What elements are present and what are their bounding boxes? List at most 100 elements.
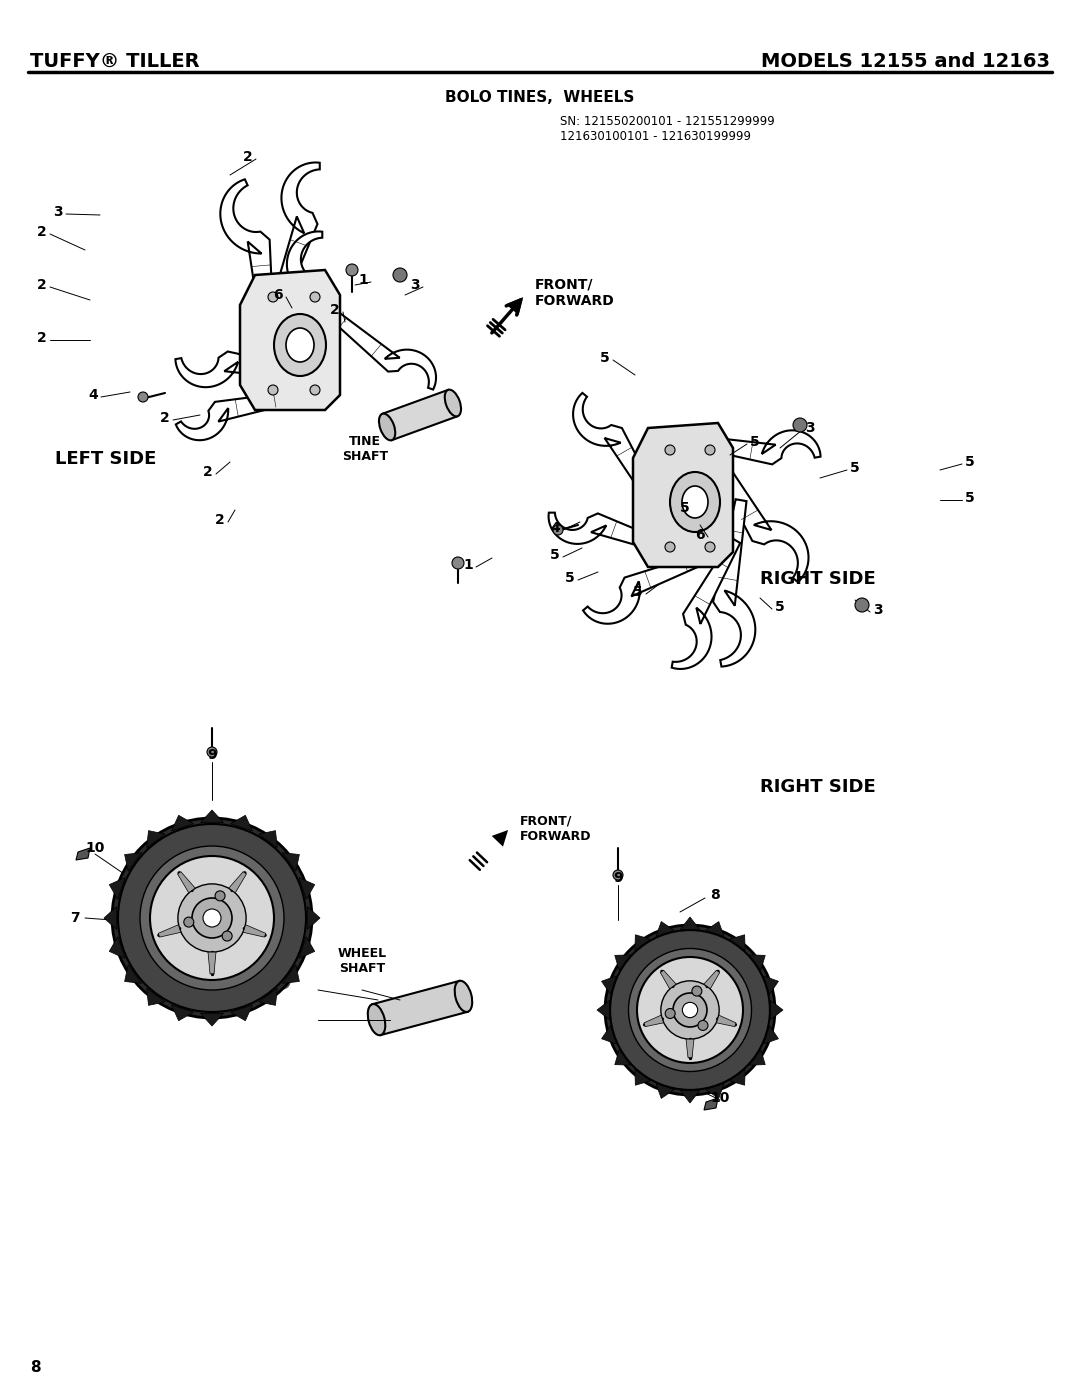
Circle shape	[235, 944, 255, 964]
Text: 6: 6	[273, 288, 283, 302]
Polygon shape	[704, 1098, 718, 1111]
Polygon shape	[76, 848, 90, 861]
Text: 5: 5	[966, 490, 975, 504]
Ellipse shape	[455, 981, 472, 1011]
Polygon shape	[680, 916, 700, 929]
Circle shape	[225, 855, 235, 866]
Circle shape	[659, 1052, 674, 1066]
Circle shape	[184, 870, 204, 891]
Circle shape	[793, 418, 807, 432]
Polygon shape	[716, 1016, 735, 1027]
Circle shape	[705, 542, 715, 552]
Polygon shape	[373, 981, 468, 1035]
Circle shape	[118, 824, 306, 1011]
Text: RIGHT SIDE: RIGHT SIDE	[760, 778, 876, 796]
Polygon shape	[679, 430, 821, 464]
Polygon shape	[172, 816, 193, 831]
Text: 7: 7	[70, 911, 80, 925]
Text: RIGHT SIDE: RIGHT SIDE	[760, 570, 876, 588]
Circle shape	[215, 891, 225, 901]
Circle shape	[183, 981, 202, 1000]
Circle shape	[200, 958, 210, 968]
Ellipse shape	[286, 328, 314, 362]
Circle shape	[677, 1018, 697, 1038]
Polygon shape	[549, 513, 676, 556]
Text: TUFFY® TILLER: TUFFY® TILLER	[30, 52, 200, 71]
Text: 2: 2	[203, 465, 213, 479]
Polygon shape	[159, 925, 180, 937]
Circle shape	[192, 898, 232, 937]
Text: 9: 9	[207, 747, 217, 761]
Text: BOLO TINES,  WHEELS: BOLO TINES, WHEELS	[445, 89, 635, 105]
Polygon shape	[282, 965, 299, 983]
Circle shape	[610, 930, 770, 1090]
Polygon shape	[770, 1000, 783, 1020]
Circle shape	[179, 842, 191, 854]
Polygon shape	[124, 965, 141, 983]
Polygon shape	[750, 956, 766, 971]
Text: 8: 8	[30, 1361, 41, 1375]
Circle shape	[683, 1003, 698, 1017]
Polygon shape	[615, 1049, 631, 1065]
Circle shape	[310, 386, 320, 395]
Text: 4: 4	[550, 521, 559, 535]
Polygon shape	[672, 538, 740, 669]
Circle shape	[112, 819, 312, 1018]
Polygon shape	[635, 935, 650, 950]
Polygon shape	[764, 1025, 779, 1044]
Circle shape	[680, 1031, 686, 1035]
Text: 4: 4	[89, 388, 98, 402]
Text: 6: 6	[696, 528, 705, 542]
Circle shape	[167, 939, 179, 950]
Circle shape	[143, 866, 149, 873]
Circle shape	[268, 292, 278, 302]
Text: 5: 5	[680, 502, 690, 515]
Polygon shape	[729, 935, 745, 950]
Text: 10: 10	[711, 1091, 730, 1105]
Text: TINE
SHAFT: TINE SHAFT	[342, 434, 388, 462]
Polygon shape	[602, 1025, 617, 1044]
Ellipse shape	[670, 472, 720, 532]
Polygon shape	[243, 925, 266, 937]
Circle shape	[238, 904, 245, 912]
Text: FRONT/
FORWARD: FRONT/ FORWARD	[535, 278, 615, 309]
Polygon shape	[240, 270, 340, 409]
Circle shape	[743, 1010, 748, 1016]
Polygon shape	[656, 1084, 674, 1098]
Text: 2: 2	[330, 303, 340, 317]
Text: FRONT/
FORWARD: FRONT/ FORWARD	[519, 814, 592, 842]
Circle shape	[708, 979, 714, 986]
Text: 5: 5	[633, 585, 643, 599]
Polygon shape	[602, 977, 617, 995]
Circle shape	[553, 525, 563, 535]
Polygon shape	[656, 922, 674, 936]
Circle shape	[141, 942, 161, 963]
Circle shape	[203, 909, 221, 928]
Circle shape	[690, 990, 706, 1006]
Text: 5: 5	[565, 571, 575, 585]
Text: 5: 5	[550, 548, 559, 562]
Circle shape	[150, 856, 274, 981]
Circle shape	[140, 847, 284, 990]
Circle shape	[153, 859, 161, 866]
Polygon shape	[704, 971, 719, 989]
Circle shape	[716, 1032, 731, 1048]
Polygon shape	[176, 391, 301, 440]
Circle shape	[673, 993, 707, 1027]
Text: 5: 5	[850, 461, 860, 475]
Circle shape	[178, 845, 200, 868]
Text: 2: 2	[37, 278, 46, 292]
Ellipse shape	[445, 390, 461, 416]
Circle shape	[184, 916, 193, 928]
Text: 5: 5	[966, 455, 975, 469]
Circle shape	[218, 837, 235, 854]
Text: 1: 1	[463, 557, 473, 571]
Polygon shape	[635, 1069, 650, 1085]
Text: WHEEL
SHAFT: WHEEL SHAFT	[337, 947, 387, 975]
Circle shape	[699, 971, 717, 989]
Circle shape	[621, 1037, 631, 1046]
Polygon shape	[660, 971, 676, 989]
Polygon shape	[706, 447, 809, 583]
Polygon shape	[299, 877, 314, 900]
Polygon shape	[269, 162, 320, 317]
